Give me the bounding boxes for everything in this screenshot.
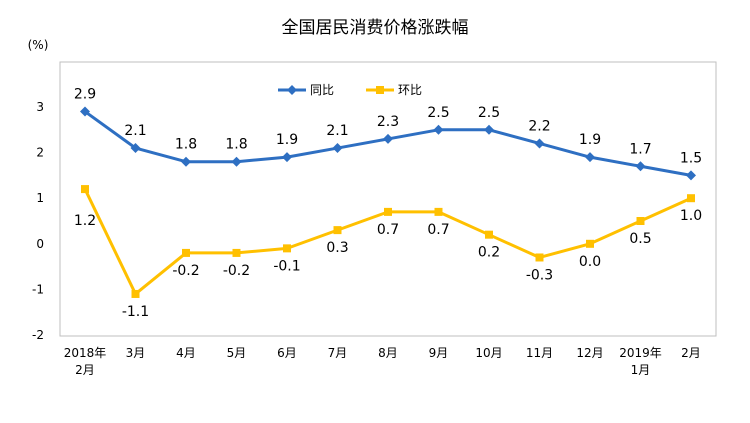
x-tick-label: 7月 <box>328 346 348 360</box>
data-point <box>283 244 291 253</box>
x-tick-label: 1月 <box>631 363 651 377</box>
data-point <box>131 289 140 298</box>
data-label: 1.9 <box>276 132 298 148</box>
y-tick-label: 0 <box>36 237 44 251</box>
data-point <box>231 156 242 167</box>
data-point <box>282 152 292 163</box>
data-point <box>332 143 343 154</box>
data-label: 0.2 <box>478 245 500 261</box>
data-point <box>585 152 595 163</box>
data-label: 1.5 <box>680 150 702 166</box>
legend: 同比 环比 <box>278 83 422 97</box>
data-label: 1.7 <box>629 141 651 157</box>
y-tick-label: 3 <box>36 100 44 114</box>
legend-label: 同比 <box>310 83 334 97</box>
data-point <box>383 133 393 144</box>
data-point <box>687 194 695 203</box>
x-tick-label: 2018年 <box>64 346 107 360</box>
data-label: -1.1 <box>122 304 149 320</box>
data-label: 2.3 <box>377 114 399 130</box>
data-label: 0.7 <box>427 222 449 238</box>
series-layer: 2.9 2.1 1.8 1.8 1.9 2.1 2.3 2.5 2.5 2.2 1.9 1.7 1.5 1… <box>74 87 702 320</box>
plot-area-frame <box>59 61 717 337</box>
data-point <box>182 248 190 257</box>
x-tick-label: 12月 <box>576 346 603 360</box>
data-point <box>181 156 191 167</box>
y-tick-label: -1 <box>32 282 44 296</box>
data-label: 2.5 <box>427 105 449 121</box>
x-tick-label: 4月 <box>176 346 196 360</box>
data-point <box>384 207 392 216</box>
legend-label: 环比 <box>398 83 422 97</box>
data-label: 2.1 <box>326 123 348 139</box>
data-point <box>434 207 443 216</box>
y-tick-label: -2 <box>32 328 44 342</box>
data-point <box>635 161 646 172</box>
data-label: 1.0 <box>680 208 702 224</box>
data-point <box>686 170 696 181</box>
x-axis: 2018年 2月 3月 4月 5月 6月 7月 8月 9月 10月 11月 12月 2019年 1月 2月 <box>64 346 701 377</box>
data-point <box>130 143 141 154</box>
data-point <box>636 217 645 225</box>
x-tick-label: 2019年 <box>619 346 662 360</box>
data-point <box>80 106 90 117</box>
series-mom: 1.2 -1.1 -0.2 -0.2 -0.1 0.3 0.7 0.7 0.2 -0.3 0.0 0.… <box>74 185 702 320</box>
y-axis: 3 2 1 0 -1 -2 <box>32 100 44 342</box>
y-tick-label: 1 <box>36 191 44 205</box>
x-tick-label: 8月 <box>378 346 398 360</box>
legend-item-mom: 环比 <box>366 83 422 97</box>
data-label: 1.8 <box>225 137 247 153</box>
x-tick-label: 10月 <box>475 346 502 360</box>
data-point <box>232 248 241 257</box>
data-label: 1.8 <box>175 137 197 153</box>
data-label: 0.5 <box>629 231 651 247</box>
x-tick-label: 11月 <box>526 346 553 360</box>
y-axis-unit: (%) <box>28 38 49 52</box>
y-tick-label: 2 <box>36 146 44 160</box>
x-tick-label: 3月 <box>126 346 146 360</box>
data-label: -0.2 <box>172 263 199 279</box>
data-label: -0.1 <box>273 258 300 274</box>
data-label: 2.2 <box>528 118 550 134</box>
legend-item-yoy: 同比 <box>278 83 334 97</box>
legend-swatch-marker <box>287 85 297 95</box>
legend-swatch-marker <box>376 86 384 94</box>
data-label: 1.9 <box>579 132 601 148</box>
data-label: 2.5 <box>478 105 500 121</box>
data-label: 1.2 <box>74 213 96 229</box>
x-tick-label: 9月 <box>429 346 449 360</box>
data-label: 0.7 <box>377 222 399 238</box>
data-point <box>81 185 89 194</box>
x-tick-label: 6月 <box>277 346 297 360</box>
data-label: 2.9 <box>74 87 96 103</box>
data-label: 0.0 <box>579 254 601 270</box>
data-label: 2.1 <box>124 123 146 139</box>
data-point <box>535 253 544 262</box>
data-label: -0.2 <box>223 263 250 279</box>
chart-title: 全国居民消费价格涨跌幅 <box>282 18 469 38</box>
x-tick-label: 5月 <box>227 346 247 360</box>
data-point <box>534 138 545 149</box>
data-point <box>433 124 444 135</box>
data-point <box>586 239 594 248</box>
data-label: 0.3 <box>326 240 348 256</box>
x-tick-label: 2月 <box>75 363 95 377</box>
data-point <box>484 124 494 135</box>
data-point <box>485 230 493 239</box>
data-label: -0.3 <box>526 267 553 283</box>
x-tick-label: 2月 <box>681 346 701 360</box>
series-yoy: 2.9 2.1 1.8 1.8 1.9 2.1 2.3 2.5 2.5 2.2 1.9 1.7 1.5 <box>74 87 702 181</box>
data-point <box>333 226 342 235</box>
